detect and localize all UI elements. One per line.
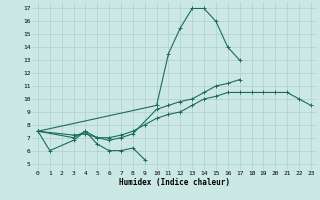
X-axis label: Humidex (Indice chaleur): Humidex (Indice chaleur) (119, 178, 230, 187)
